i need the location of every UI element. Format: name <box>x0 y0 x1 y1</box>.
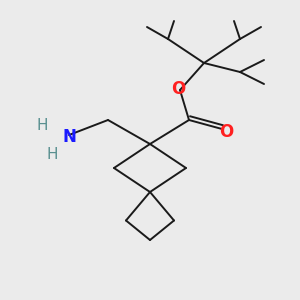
Text: N: N <box>62 128 76 146</box>
Text: O: O <box>219 123 234 141</box>
Text: H: H <box>47 147 58 162</box>
Text: H: H <box>36 118 48 134</box>
Text: O: O <box>171 80 186 98</box>
